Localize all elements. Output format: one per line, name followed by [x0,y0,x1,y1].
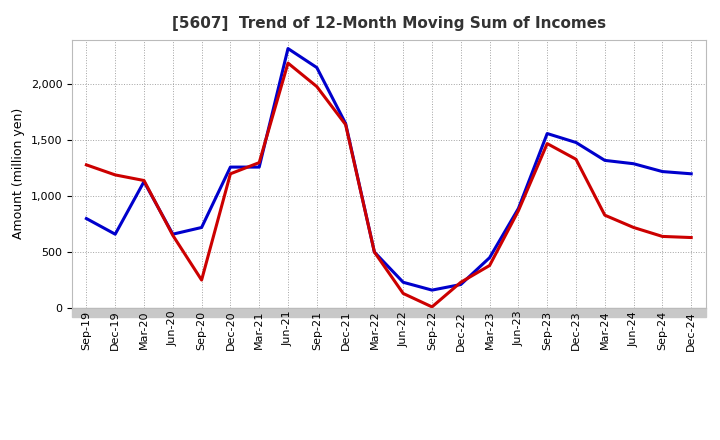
Net Income [82,162,91,168]
Net Income [111,172,120,178]
Net Income [284,60,292,66]
Net Income [428,304,436,309]
Net Income [226,171,235,176]
Ordinary Income [456,282,465,287]
Ordinary Income [514,206,523,211]
Net Income [629,225,638,230]
Ordinary Income [629,161,638,166]
Ordinary Income [658,169,667,174]
Ordinary Income [140,179,148,184]
Ordinary Income [485,255,494,260]
Net Income [485,263,494,268]
Ordinary Income [168,231,177,237]
Ordinary Income [255,165,264,170]
Ordinary Income [226,165,235,170]
Title: [5607]  Trend of 12-Month Moving Sum of Incomes: [5607] Trend of 12-Month Moving Sum of I… [172,16,606,32]
Net Income [140,178,148,183]
Net Income [600,213,609,218]
Net Income [197,277,206,282]
Ordinary Income [82,216,91,221]
Line: Ordinary Income: Ordinary Income [86,48,691,290]
Bar [72,308,706,317]
Ordinary Income [284,46,292,51]
Net Income [341,122,350,127]
Ordinary Income [600,158,609,163]
Net Income [514,208,523,213]
Ordinary Income [543,131,552,136]
Net Income [687,235,696,240]
Ordinary Income [111,231,120,237]
Ordinary Income [572,140,580,145]
Net Income [572,157,580,162]
Net Income [370,249,379,255]
Ordinary Income [687,171,696,176]
Ordinary Income [312,65,321,70]
Ordinary Income [428,287,436,293]
Line: Net Income: Net Income [86,63,691,307]
Ordinary Income [399,280,408,285]
Net Income [312,84,321,89]
Net Income [658,234,667,239]
Ordinary Income [370,249,379,255]
Ordinary Income [341,121,350,126]
Net Income [543,141,552,146]
Net Income [255,160,264,165]
Y-axis label: Amount (million yen): Amount (million yen) [12,108,25,239]
Net Income [168,233,177,238]
Net Income [399,291,408,296]
Ordinary Income [197,225,206,230]
Net Income [456,280,465,285]
